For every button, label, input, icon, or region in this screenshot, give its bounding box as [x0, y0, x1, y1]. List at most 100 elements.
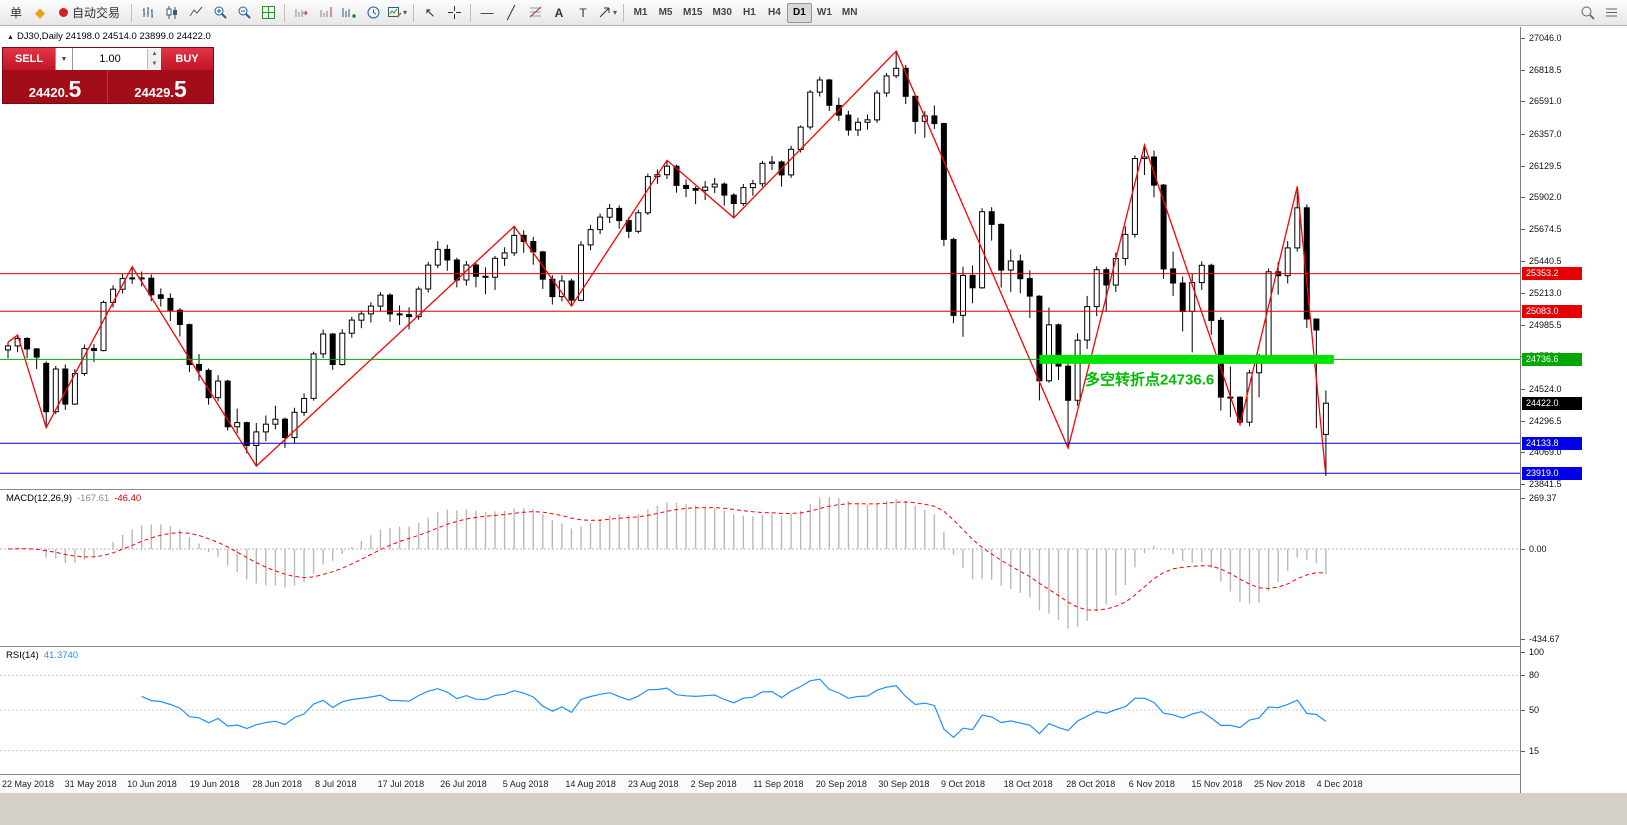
bar-chart-icon [142, 7, 153, 18]
date-label: 8 Jul 2018 [315, 779, 357, 789]
price-chart-canvas[interactable]: 多空转折点24736.6 [0, 27, 1520, 489]
axis-tick-label: 50 [1529, 705, 1540, 715]
search-icon [1581, 6, 1595, 20]
candles-layer [5, 51, 1329, 476]
axis-tick-mark [1521, 498, 1525, 499]
date-label: 5 Aug 2018 [502, 779, 549, 789]
scroll-to-end-button[interactable] [289, 2, 313, 23]
trendline-tool-button[interactable]: ╱ [499, 2, 523, 23]
rsi-line [141, 678, 1327, 739]
axis-tick-mark [1521, 751, 1525, 752]
rsi-name: RSI(14) [6, 650, 39, 661]
fibonacci-tool-button[interactable] [523, 2, 547, 23]
window-bottom-strip [0, 793, 1627, 825]
candlestick-icon [166, 6, 177, 19]
scroll-to-end-icon [295, 9, 307, 17]
cursor-tool-button[interactable]: ↖ [418, 2, 442, 23]
axis-tick-mark [1521, 134, 1525, 135]
macd-name: MACD(12,26,9) [6, 493, 72, 504]
timeframe-w1[interactable]: W1 [812, 3, 837, 23]
timeframe-d1[interactable]: D1 [786, 2, 812, 23]
crosshair-tool-button[interactable] [442, 2, 466, 23]
chevron-down-icon: ▾ [613, 8, 618, 17]
timeframe-m5[interactable]: M5 [653, 3, 678, 23]
axis-tick-mark [1521, 484, 1525, 485]
order-button[interactable]: 单 [4, 2, 28, 23]
axis-tick-label: 25213.0 [1529, 288, 1562, 298]
macd-panel-canvas[interactable] [0, 490, 1520, 646]
sell-button[interactable]: SELL [3, 48, 55, 70]
macd-signal-line [7, 501, 1326, 611]
axis-tick-mark [1521, 652, 1525, 653]
new-chart-button[interactable] [337, 2, 361, 23]
bar-chart-button[interactable] [136, 2, 160, 23]
date-label: 2 Sep 2018 [690, 779, 737, 789]
date-label: 25 Nov 2018 [1254, 779, 1306, 789]
date-label: 28 Jun 2018 [252, 779, 302, 789]
pivot-annotation-text: 多空转折点24736.6 [1085, 370, 1214, 388]
volume-input[interactable]: 1.00 ▲ ▼ [73, 48, 161, 70]
search-button[interactable] [1575, 2, 1599, 23]
axis-tick-label: 24296.5 [1529, 416, 1562, 426]
menu-button[interactable] [1599, 2, 1623, 23]
date-label: 17 Jul 2018 [377, 779, 425, 789]
shapes-tool-button[interactable]: ▾ [595, 2, 619, 23]
crosshair-icon [447, 6, 461, 19]
ohlc-values: 24198.0 24514.0 23899.0 24422.0 [65, 31, 211, 42]
axis-tick-label: 24069.0 [1529, 447, 1562, 457]
zigzag-line [7, 49, 1327, 477]
ask-price: 24429. 5 [108, 70, 213, 103]
price-level-tag: 25353.2 [1522, 267, 1582, 280]
timeframe-m1[interactable]: M1 [628, 3, 653, 23]
autotrading-label: 自动交易 [72, 6, 121, 20]
candlestick-chart-button[interactable] [160, 2, 184, 23]
axis-tick-mark [1521, 166, 1525, 167]
order-label: 单 [9, 6, 22, 20]
timeframe-m30[interactable]: M30 [707, 3, 736, 23]
buy-button[interactable]: BUY [161, 48, 213, 70]
timeframe-h1[interactable]: H1 [737, 3, 762, 23]
zoom-in-button[interactable] [208, 2, 232, 23]
rsi-panel-canvas[interactable] [0, 647, 1520, 773]
axis-tick-mark [1521, 452, 1525, 453]
bid-big-digit: 5 [68, 76, 82, 103]
axis-tick-label: 26357.0 [1529, 129, 1562, 139]
axis-tick-mark [1521, 675, 1525, 676]
date-label: 4 Dec 2018 [1316, 779, 1363, 789]
panel-separator[interactable] [0, 646, 1627, 647]
text-tool-icon: A [554, 5, 564, 20]
volume-value: 1.00 [99, 53, 121, 65]
timeframe-mn[interactable]: MN [837, 3, 863, 23]
axis-tick-label: 25674.5 [1529, 224, 1562, 234]
new-order-button[interactable]: ◆ [28, 2, 52, 23]
axis-tick-label: 80 [1529, 670, 1540, 680]
volume-up-button[interactable]: ▲ [148, 49, 161, 59]
label-tool-button[interactable]: T [571, 2, 595, 23]
text-tool-button[interactable]: A [547, 2, 571, 23]
date-label: 22 May 2018 [2, 779, 55, 789]
timeframe-m15[interactable]: M15 [678, 3, 707, 23]
template-button[interactable]: ▾ [385, 2, 409, 23]
volume-down-button[interactable]: ▼ [148, 59, 161, 69]
axis-tick-mark [1521, 549, 1525, 550]
rsi-value: 41.3740 [43, 650, 79, 661]
panel-separator[interactable] [0, 489, 1627, 490]
zoom-out-button[interactable] [232, 2, 256, 23]
volume-dropdown[interactable]: ▼ [55, 48, 73, 70]
symbol-period-label: DJ30,Daily [16, 31, 63, 42]
line-chart-button[interactable] [184, 2, 208, 23]
date-label: 31 May 2018 [64, 779, 117, 789]
price-axis[interactable]: 27046.0 26818.5 26591.0 26357.0 26129.5 25902… [1520, 27, 1627, 793]
timeframe-h4[interactable]: H4 [762, 3, 787, 23]
trendline-icon: ╱ [507, 5, 515, 20]
date-axis[interactable]: 22 May 2018 31 May 2018 10 Jun 2018 19 Jun … [0, 774, 1627, 793]
top-toolbar: 单 ◆ 自动交易 ▾ ↖ ― ╱ A T ▾ M1 M5 M15 M30 H1 … [0, 0, 1627, 26]
axis-tick-label: 23841.5 [1529, 479, 1562, 489]
chart-shift-button[interactable] [313, 2, 337, 23]
axis-tick-label: 24524.0 [1529, 384, 1562, 394]
period-clock-button[interactable] [361, 2, 385, 23]
toolbar-separator [623, 3, 625, 22]
autotrading-button[interactable]: 自动交易 [52, 2, 127, 23]
tile-windows-button[interactable] [256, 2, 280, 23]
horizontal-line-tool-button[interactable]: ― [475, 2, 499, 23]
